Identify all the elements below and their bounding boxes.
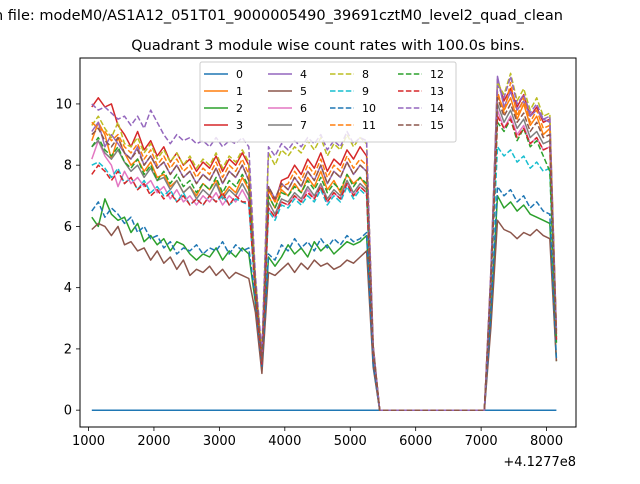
legend-label-5: 5 — [300, 85, 307, 98]
x-tick-label: 5000 — [334, 434, 367, 449]
x-tick-label: 7000 — [465, 434, 498, 449]
x-offset-label: +4.1277e8 — [503, 455, 576, 470]
legend-label-2: 2 — [236, 102, 243, 115]
series-line-9 — [91, 146, 558, 411]
y-tick-label: 0 — [64, 404, 72, 419]
y-tick-label: 4 — [64, 281, 72, 296]
legend-label-12: 12 — [430, 68, 444, 81]
plot-area — [91, 72, 558, 411]
legend-label-8: 8 — [362, 68, 369, 81]
y-tick-label: 10 — [55, 97, 72, 112]
x-tick-label: 3000 — [203, 434, 236, 449]
x-tick-label: 6000 — [399, 434, 432, 449]
legend-label-11: 11 — [362, 119, 376, 132]
legend-label-0: 0 — [236, 68, 243, 81]
series-line-15 — [91, 97, 558, 411]
series-line-12 — [91, 118, 558, 411]
legend-label-4: 4 — [300, 68, 307, 81]
x-tick-label: 8000 — [530, 434, 563, 449]
legend-label-10: 10 — [362, 102, 376, 115]
series-line-10 — [91, 185, 558, 411]
y-axis: 0 2 4 6 8 10 — [55, 97, 80, 419]
legend-label-6: 6 — [300, 102, 307, 115]
legend-label-7: 7 — [300, 119, 307, 132]
x-tick-label: 4000 — [268, 434, 301, 449]
legend-label-1: 1 — [236, 85, 243, 98]
legend-label-3: 3 — [236, 119, 243, 132]
legend-label-15: 15 — [430, 119, 444, 132]
figure-suptitle: n file: modeM0/AS1A12_051T01_9000005490_… — [0, 8, 563, 24]
legend-label-9: 9 — [362, 85, 369, 98]
chart-title: Quadrant 3 module wise count rates with … — [131, 38, 525, 54]
legend-label-13: 13 — [430, 85, 444, 98]
y-tick-label: 2 — [64, 342, 72, 357]
x-axis: 1000 2000 3000 4000 5000 6000 7000 8000 — [72, 427, 563, 449]
x-tick-label: 1000 — [72, 434, 105, 449]
legend-box — [199, 61, 457, 143]
x-tick-label: 2000 — [137, 434, 170, 449]
y-tick-label: 8 — [64, 159, 72, 174]
axes-frame — [79, 57, 577, 428]
legend-label-14: 14 — [430, 102, 444, 115]
y-tick-label: 6 — [64, 220, 72, 235]
